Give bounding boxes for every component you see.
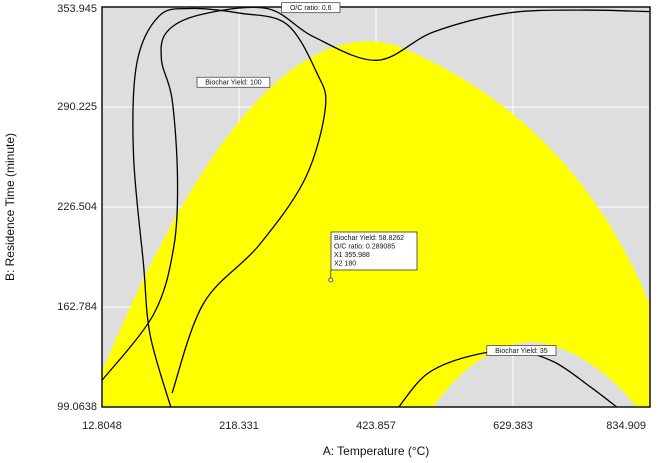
x-tick-label: 218.331 — [219, 420, 259, 432]
contour-annotation-box — [486, 345, 557, 356]
axis-ticks: 12.8048 218.331 423.857 629.383 834.909 … — [57, 3, 646, 432]
contour-annotation-text: O/C ratio: 0.6 — [290, 5, 332, 12]
flag-line-1: Biochar Yield: 58.8262 — [334, 235, 404, 242]
flag-line-3: X1 355.988 — [334, 252, 370, 259]
contour-annotation-text: Biochar Yield: 35 — [495, 348, 548, 355]
contour-annotation-box — [196, 76, 271, 88]
contour-annotations: O/C ratio: 0.6 Biochar Yield: 100 Biochar … — [196, 2, 557, 356]
flag-point — [328, 277, 334, 283]
y-tick-label: 290.225 — [57, 101, 97, 113]
y-tick-label: 162.784 — [57, 301, 97, 313]
y-tick-label: 99.0638 — [57, 401, 97, 413]
plot-frame — [101, 6, 651, 408]
flag-line-2: O/C ratio: 0.289085 — [334, 244, 395, 251]
y-tick-label: 353.945 — [57, 3, 97, 15]
x-tick-label: 12.8048 — [82, 420, 122, 432]
x-axis-label: A: Temperature (°C) — [323, 444, 430, 458]
x-tick-label: 423.857 — [356, 420, 396, 432]
y-axis-label: B: Residence Time (minute) — [3, 133, 17, 281]
prediction-flag: Biochar Yield: 58.8262 O/C ratio: 0.2890… — [328, 231, 418, 283]
contour-annotation: Biochar Yield: 35 — [486, 345, 557, 356]
x-tick-label: 629.383 — [493, 420, 533, 432]
contour-annotation: O/C ratio: 0.6 — [281, 2, 341, 14]
contour-line-2 — [132, 7, 327, 407]
y-tick-label: 226.504 — [57, 201, 97, 213]
contour-annotation: Biochar Yield: 100 — [196, 76, 271, 88]
contour-line-1 — [102, 7, 650, 381]
flag-line-4: X2 180 — [334, 261, 356, 268]
feasible-region — [102, 41, 650, 407]
contour-annotation-text: Biochar Yield: 100 — [205, 80, 262, 87]
x-tick-label: 834.909 — [606, 420, 646, 432]
flag-box — [330, 231, 418, 271]
contour-annotation-box — [281, 2, 341, 14]
